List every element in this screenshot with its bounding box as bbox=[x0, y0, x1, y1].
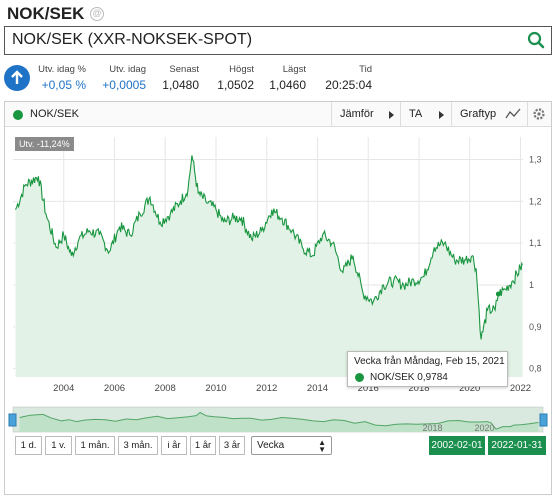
low-price: Lägst 1,0460 bbox=[262, 64, 306, 92]
graph-type-label: Graftyp bbox=[460, 108, 497, 120]
series-area bbox=[15, 155, 523, 377]
low-value: 1,0460 bbox=[269, 78, 306, 92]
chart-toolbar: NOK/SEK Jämför TA Graftyp bbox=[5, 102, 551, 127]
x-tick-label: 2014 bbox=[307, 383, 328, 394]
graph-type-button[interactable]: Graftyp bbox=[451, 102, 527, 126]
navigator-handle-left bbox=[8, 413, 17, 427]
range-button-1w[interactable]: 1 v. bbox=[45, 436, 72, 455]
y-tick-label: 1,1 bbox=[529, 238, 542, 248]
x-tick-label: 2018 bbox=[408, 383, 429, 394]
series-name: NOK/SEK bbox=[30, 108, 79, 120]
high-label: Högst bbox=[229, 64, 254, 75]
navigator-line bbox=[19, 411, 539, 430]
change-label: Utv. idag bbox=[109, 64, 146, 75]
x-tick-label: 2004 bbox=[53, 383, 74, 394]
x-tick-label: 2020 bbox=[459, 383, 480, 394]
caret-right-icon bbox=[389, 111, 394, 119]
tooltip-date: Vecka från Måndag, Feb 15, 2021 bbox=[354, 356, 505, 367]
navigator-label: 2018 bbox=[423, 423, 443, 433]
change-badge: Utv. -11,24% bbox=[15, 137, 74, 151]
change-pct-value: +0,05 % bbox=[41, 78, 86, 92]
navigator-selection bbox=[13, 407, 543, 432]
range-button-3y[interactable]: 3 år bbox=[219, 436, 245, 455]
quote-time: Tid 20:25:04 bbox=[316, 64, 372, 92]
header: NOK/SEK @ bbox=[0, 0, 554, 26]
change-pct: Utv. idag % +0,05 % bbox=[34, 64, 86, 92]
y-tick-label: 1 bbox=[529, 280, 534, 290]
page-title: NOK/SEK bbox=[7, 4, 85, 23]
gear-icon[interactable] bbox=[527, 102, 549, 126]
range-button-1m[interactable]: 1 mån. bbox=[75, 436, 115, 455]
tooltip-series-value: 0,9784 bbox=[417, 372, 448, 383]
y-tick-label: 0,8 bbox=[529, 364, 542, 374]
interval-value: Vecka bbox=[257, 440, 285, 451]
y-tick-label: 1,3 bbox=[529, 155, 542, 165]
trend-up-icon bbox=[4, 65, 30, 91]
compare-button[interactable]: Jämför bbox=[331, 102, 400, 126]
chevron-updown-icon: ▲ ▼ bbox=[318, 438, 326, 454]
time-label: Tid bbox=[359, 64, 372, 75]
search-icon[interactable] bbox=[527, 31, 545, 49]
x-tick-label: 2008 bbox=[155, 383, 176, 394]
high-value: 1,0502 bbox=[217, 78, 254, 92]
range-button-3m[interactable]: 3 mån. bbox=[118, 436, 158, 455]
search-box[interactable]: NOK/SEK (XXR-NOKSEK-SPOT) bbox=[4, 26, 552, 55]
ta-button[interactable]: TA bbox=[400, 102, 450, 126]
x-tick-label: 2016 bbox=[358, 383, 379, 394]
tooltip-series-name: NOK/SEK bbox=[370, 372, 415, 383]
date-to-button[interactable]: 2022-01-31 bbox=[488, 436, 546, 455]
date-from-button[interactable]: 2002-02-01 bbox=[429, 436, 485, 455]
search-input[interactable]: NOK/SEK (XXR-NOKSEK-SPOT) bbox=[12, 31, 253, 48]
interval-select[interactable]: Vecka ▲ ▼ bbox=[251, 436, 332, 455]
last-label: Senast bbox=[169, 64, 199, 75]
time-value: 20:25:04 bbox=[325, 78, 372, 92]
range-button-1d[interactable]: 1 d. bbox=[15, 436, 42, 455]
x-tick-label: 2022 bbox=[510, 383, 531, 394]
x-tick-label: 2012 bbox=[256, 383, 277, 394]
y-tick-label: 1,2 bbox=[529, 196, 542, 206]
tooltip-value: NOK/SEK 0,9784 bbox=[370, 372, 448, 383]
range-button-1y[interactable]: 1 år bbox=[190, 436, 216, 455]
change-value: +0,0005 bbox=[102, 78, 146, 92]
ta-label: TA bbox=[409, 108, 423, 120]
last-price: Senast 1,0480 bbox=[155, 64, 199, 92]
line-chart-icon bbox=[505, 108, 521, 119]
range-button-ytd[interactable]: i år bbox=[161, 436, 187, 455]
navigator-area bbox=[19, 412, 539, 432]
series-line bbox=[15, 155, 523, 340]
series-dot-icon bbox=[13, 110, 23, 120]
compare-label: Jämför bbox=[340, 108, 374, 120]
y-tick-label: 0,9 bbox=[529, 322, 542, 332]
caret-right-icon bbox=[439, 111, 444, 119]
chart-tooltip: Vecka från Måndag, Feb 15, 2021 NOK/SEK … bbox=[347, 351, 508, 387]
navigator-handle-right bbox=[539, 413, 548, 427]
x-tick-label: 2006 bbox=[104, 383, 125, 394]
change-abs: Utv. idag +0,0005 bbox=[98, 64, 146, 92]
at-icon[interactable]: @ bbox=[90, 7, 104, 21]
price-chart[interactable]: 0,8 0,9 1 1,1 1,2 1,3 2004 2006 2008 2010 2012 2014… bbox=[5, 127, 551, 457]
x-tick-label: 2010 bbox=[205, 383, 226, 394]
chart-panel: NOK/SEK Jämför TA Graftyp bbox=[4, 101, 552, 495]
tooltip-series-dot bbox=[355, 373, 364, 382]
low-label: Lägst bbox=[282, 64, 306, 75]
quote-bar: Utv. idag % +0,05 % Utv. idag +0,0005 Se… bbox=[0, 60, 554, 96]
change-pct-label: Utv. idag % bbox=[38, 64, 86, 75]
navigator-label: 2020 bbox=[474, 423, 494, 433]
hover-point bbox=[495, 291, 501, 297]
high-price: Högst 1,0502 bbox=[210, 64, 254, 92]
last-value: 1,0480 bbox=[162, 78, 199, 92]
